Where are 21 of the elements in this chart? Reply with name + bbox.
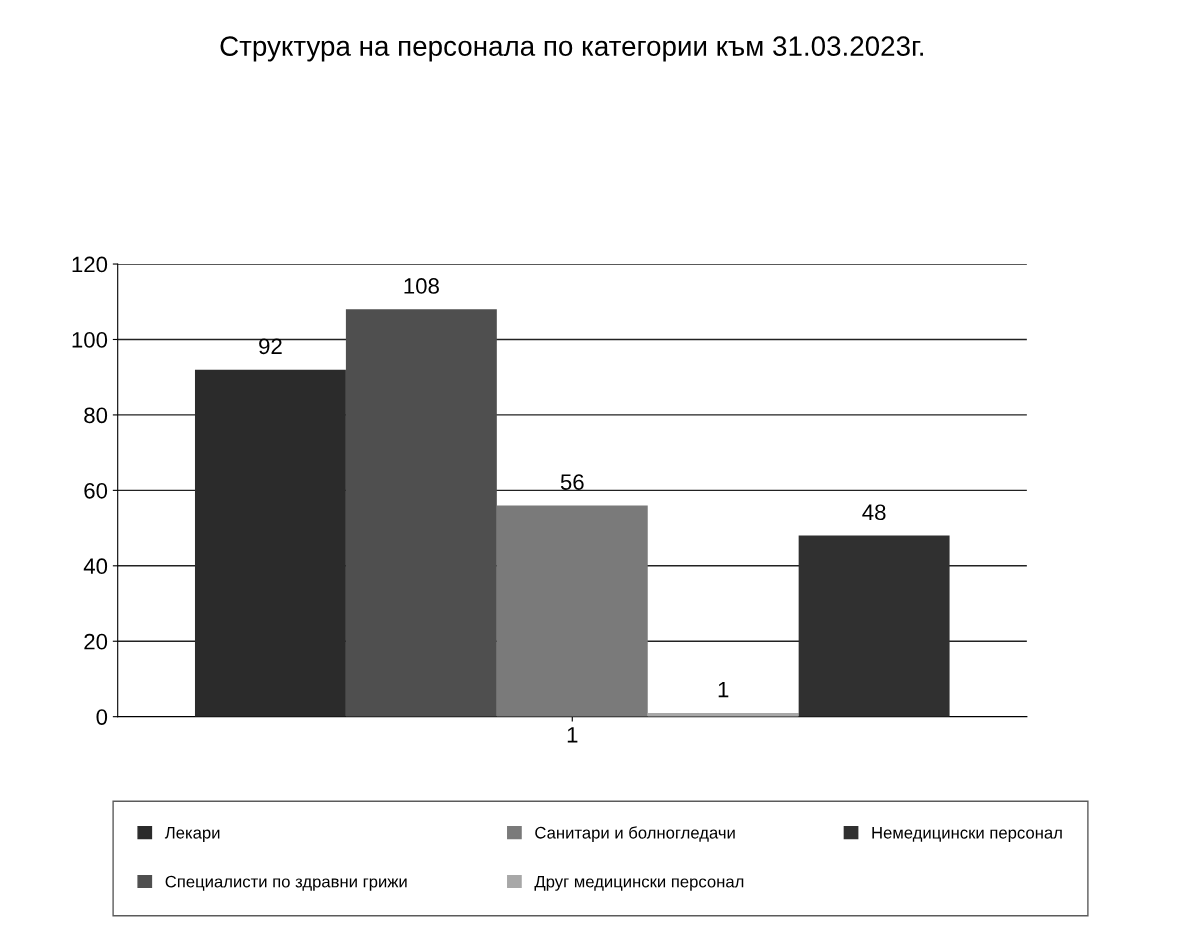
legend-label: Друг медицински персонал — [534, 875, 744, 891]
y-tick-label: 120 — [72, 256, 108, 273]
legend-label: Лекари — [164, 827, 220, 842]
legend-label: Немедицински персонал — [872, 827, 1062, 842]
data-label: 108 — [404, 278, 439, 294]
chart-title: Структура на персонала по категории към 31.03.2023г. — [220, 36, 923, 62]
y-tick-label: 20 — [84, 633, 108, 650]
data-label: 48 — [862, 504, 886, 521]
y-tick-label: 40 — [83, 558, 108, 575]
legend-label: Санитари и болногледачи — [535, 826, 735, 842]
bar — [496, 505, 648, 717]
data-label: 92 — [259, 338, 282, 355]
y-tick-label: 0 — [96, 709, 108, 725]
data-label: 1 — [718, 681, 729, 698]
y-tick-label: 80 — [84, 407, 108, 424]
legend-label: Специалисти по здравни грижи — [165, 875, 407, 891]
y-tick-label: 60 — [84, 482, 108, 499]
bar — [798, 535, 950, 717]
bar — [345, 309, 497, 717]
data-label: 56 — [560, 474, 584, 490]
y-tick-label: 100 — [72, 332, 108, 348]
